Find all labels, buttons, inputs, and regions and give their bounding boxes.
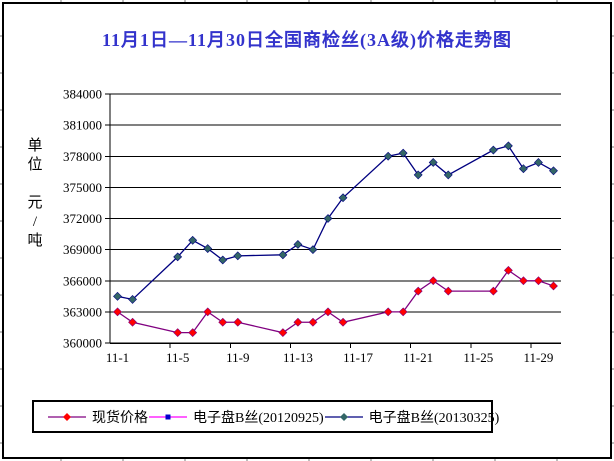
data-point-series-0 bbox=[383, 307, 393, 317]
x-axis-tick-label: 11-29 bbox=[524, 350, 554, 365]
y-axis-tick-label: 369000 bbox=[63, 242, 102, 257]
data-point-series-2 bbox=[518, 164, 528, 174]
data-point-series-0 bbox=[173, 328, 183, 338]
series-line-2 bbox=[117, 145, 554, 301]
data-point-series-2 bbox=[323, 214, 333, 223]
data-point-series-0 bbox=[338, 317, 348, 327]
data-point-series-2 bbox=[338, 193, 348, 203]
y-axis-tick-label: 372000 bbox=[63, 211, 102, 226]
chart-title: 11月1日—11月30日全国商检丝(3A级)价格走势图 bbox=[102, 30, 512, 50]
legend-label: 现货价格 bbox=[92, 410, 148, 426]
legend-marker-glyph bbox=[63, 412, 71, 421]
data-point-series-0 bbox=[323, 307, 333, 317]
data-point-series-2 bbox=[428, 158, 438, 167]
data-point-series-0 bbox=[549, 281, 558, 291]
y-axis-unit-char: 吨 bbox=[27, 233, 43, 249]
data-point-series-2 bbox=[233, 251, 243, 261]
y-axis-tick-label: 360000 bbox=[63, 336, 102, 351]
data-point-series-2 bbox=[383, 151, 393, 161]
data-point-series-2 bbox=[173, 252, 183, 262]
x-axis-tick-label: 11-9 bbox=[226, 350, 249, 365]
data-point-series-2 bbox=[128, 295, 137, 304]
legend-item-spot-price: 现货价格 bbox=[47, 407, 148, 427]
data-point-series-0 bbox=[443, 286, 453, 296]
x-axis-tick-label: 11-25 bbox=[463, 350, 493, 365]
data-point-series-0 bbox=[518, 276, 528, 286]
data-point-series-0 bbox=[488, 286, 498, 296]
legend-label: 电子盘B丝(20120925) bbox=[193, 410, 324, 426]
y-axis-tick-label: 378000 bbox=[63, 149, 102, 164]
x-axis-tick-label: 11-1 bbox=[106, 350, 129, 365]
spreadsheet-row-gridline-stubs-right bbox=[612, 0, 614, 461]
data-point-series-2 bbox=[203, 244, 213, 254]
x-axis-tick-label: 11-17 bbox=[343, 350, 373, 365]
data-point-series-0 bbox=[534, 276, 543, 286]
data-point-series-0 bbox=[203, 307, 213, 317]
data-point-series-0 bbox=[113, 307, 122, 317]
y-axis-tick-label: 375000 bbox=[63, 180, 102, 195]
data-point-series-2 bbox=[503, 141, 513, 151]
data-point-series-2 bbox=[398, 148, 408, 158]
data-point-series-0 bbox=[233, 317, 243, 327]
legend-item-b-silk-20120925: 电子盘B丝(20120925) bbox=[148, 407, 324, 427]
data-point-series-0 bbox=[413, 286, 423, 296]
y-axis-tick-label: 381000 bbox=[63, 118, 102, 133]
data-point-series-2 bbox=[113, 291, 122, 301]
data-point-series-2 bbox=[293, 240, 303, 249]
spreadsheet-col-gridline-stubs-top bbox=[0, 0, 614, 2]
series-line-0 bbox=[117, 269, 554, 334]
legend-marker-b-silk-20120925 bbox=[149, 414, 187, 419]
data-point-series-2 bbox=[278, 250, 288, 260]
data-point-series-0 bbox=[428, 276, 438, 286]
data-point-series-2 bbox=[413, 170, 423, 180]
legend-label: 电子盘B丝(20130325) bbox=[368, 410, 500, 426]
data-point-series-0 bbox=[218, 317, 228, 327]
legend-item-b-silk-20130325: 电子盘B丝(20130325) bbox=[324, 407, 500, 427]
spreadsheet-col-gridline-stubs-bottom bbox=[0, 459, 614, 461]
x-axis-tick-label: 11-13 bbox=[283, 350, 313, 365]
data-point-series-0 bbox=[503, 265, 513, 275]
legend-marker-b-silk-20130325 bbox=[324, 412, 363, 421]
spreadsheet-row-gridline-stubs-left bbox=[0, 0, 2, 461]
y-axis-tick-label: 366000 bbox=[63, 273, 102, 288]
y-axis-unit-char: 元 bbox=[27, 195, 43, 211]
data-point-series-2 bbox=[188, 235, 198, 245]
y-axis-unit-char: 位 bbox=[27, 157, 43, 173]
legend-marker-glyph bbox=[165, 414, 171, 419]
y-axis-unit-char: / bbox=[32, 214, 38, 230]
y-axis-unit-char bbox=[24, 175, 46, 194]
legend: 现货价格 电子盘B丝(20120925) 电子盘B丝(20130325) bbox=[32, 400, 499, 433]
x-axis-tick-label: 11-21 bbox=[403, 350, 433, 365]
data-point-series-2 bbox=[218, 255, 228, 265]
data-point-series-0 bbox=[188, 328, 198, 338]
data-point-series-0 bbox=[128, 317, 137, 327]
data-point-series-0 bbox=[278, 328, 288, 338]
legend-marker-spot-price bbox=[48, 412, 86, 421]
data-point-series-0 bbox=[398, 307, 408, 317]
x-axis-tick-label: 11-5 bbox=[166, 350, 189, 365]
y-axis-tick-label: 384000 bbox=[63, 87, 102, 102]
y-axis-tick-label: 363000 bbox=[63, 304, 102, 319]
legend-marker-glyph bbox=[339, 412, 348, 421]
data-point-series-2 bbox=[534, 158, 543, 167]
data-point-series-2 bbox=[488, 145, 498, 155]
data-point-series-2 bbox=[308, 245, 318, 255]
y-axis-unit-char: 单 bbox=[27, 138, 43, 154]
y-axis-unit-label: 单位 元 / 吨 bbox=[24, 137, 46, 251]
data-point-series-0 bbox=[308, 317, 318, 327]
data-point-series-0 bbox=[293, 317, 303, 327]
data-point-series-2 bbox=[443, 170, 453, 180]
data-point-series-2 bbox=[549, 166, 558, 176]
